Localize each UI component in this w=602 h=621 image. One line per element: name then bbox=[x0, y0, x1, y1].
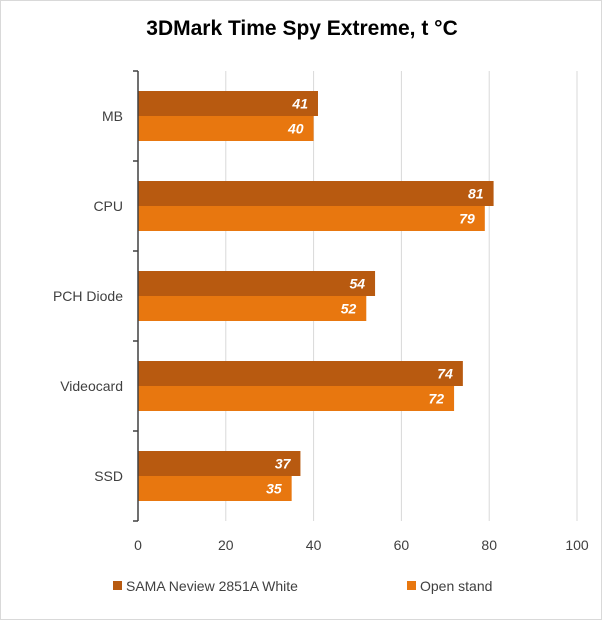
legend-label: SAMA Neview 2851A White bbox=[126, 578, 298, 594]
bar bbox=[138, 451, 301, 476]
category-label: SSD bbox=[94, 468, 123, 484]
x-tick-label: 40 bbox=[306, 537, 322, 553]
category-label: MB bbox=[102, 108, 123, 124]
legend-label: Open stand bbox=[420, 578, 492, 594]
x-tick-label: 0 bbox=[134, 537, 142, 553]
bar bbox=[138, 206, 485, 231]
bar bbox=[138, 361, 463, 386]
bars: 41 40 81 79 54 52 74 72 37 35 bbox=[138, 91, 494, 501]
x-tick-label: 80 bbox=[481, 537, 497, 553]
data-label: 40 bbox=[287, 121, 304, 137]
bar bbox=[138, 296, 367, 321]
data-label: 81 bbox=[468, 186, 484, 202]
x-tick-label: 100 bbox=[565, 537, 589, 553]
data-label: 37 bbox=[275, 456, 292, 472]
bar bbox=[138, 91, 318, 116]
x-tick-label: 60 bbox=[394, 537, 410, 553]
category-label: Videocard bbox=[60, 378, 123, 394]
bar bbox=[138, 271, 376, 296]
legend-swatch bbox=[407, 581, 416, 590]
bar bbox=[138, 476, 292, 501]
data-label: 72 bbox=[429, 391, 445, 407]
data-label: 79 bbox=[459, 211, 475, 227]
x-tick-label: 20 bbox=[218, 537, 234, 553]
data-label: 54 bbox=[349, 276, 365, 292]
data-label: 52 bbox=[341, 301, 357, 317]
gridlines bbox=[225, 71, 578, 521]
legend-swatch bbox=[113, 581, 122, 590]
category-label: PCH Diode bbox=[53, 288, 123, 304]
chart-title: 3DMark Time Spy Extreme, t °C bbox=[146, 17, 457, 40]
data-label: 35 bbox=[266, 481, 282, 497]
data-label: 74 bbox=[437, 366, 453, 382]
bar bbox=[138, 181, 494, 206]
bar bbox=[138, 386, 455, 411]
category-label: CPU bbox=[93, 198, 123, 214]
data-label: 41 bbox=[291, 96, 308, 112]
bar bbox=[138, 116, 314, 141]
legend: SAMA Neview 2851A White Open stand bbox=[113, 578, 492, 594]
axes: 0 20 40 60 80 100 MB CPU PCH Diode Videocard SSD bbox=[53, 70, 589, 553]
